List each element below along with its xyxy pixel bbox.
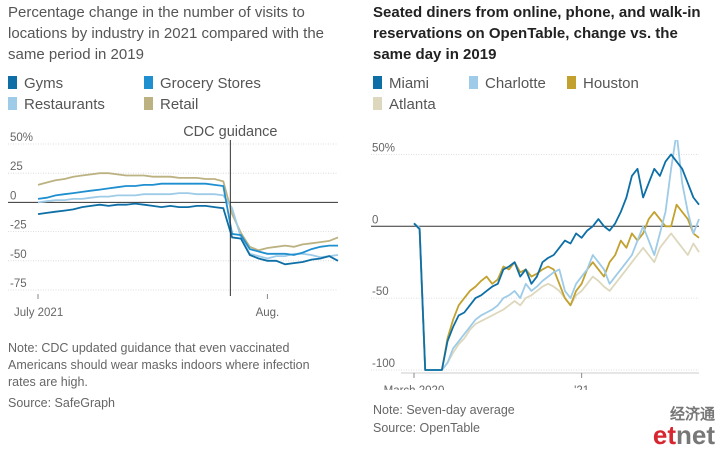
- chart-title: Percentage change in the number of visit…: [8, 4, 325, 63]
- legend-label-grocery: Grocery Stores: [160, 75, 261, 92]
- right-line-chart: 50% 0 -50 -100 March 2020 '21: [371, 140, 700, 390]
- left-y-ticks: 50% 25 0 -25 -50 -75: [10, 132, 33, 290]
- left-source: Source: SafeGraph: [8, 396, 116, 410]
- legend-item-atlanta: Atlanta: [373, 96, 436, 113]
- left-x-tick-label: July 2021: [14, 307, 63, 319]
- right-y-tick-label: 50%: [372, 142, 395, 154]
- right-x-tick-label: March 2020: [384, 385, 445, 390]
- left-x-axis: July 2021 Aug.: [14, 294, 279, 319]
- series-line-restaurants: [37, 192, 339, 260]
- logo-net: net: [676, 420, 715, 447]
- legend-swatch-atlanta: [373, 97, 382, 110]
- legend-label-retail: Retail: [160, 96, 199, 113]
- legend-item-houston: Houston: [567, 75, 639, 92]
- logo-etnet-text: etnet: [653, 420, 715, 447]
- legend-label-charlotte: Charlotte: [485, 75, 546, 92]
- left-y-tick-label: -75: [10, 278, 27, 290]
- cdc-guidance-label: CDC guidance: [183, 124, 277, 140]
- legend-label-gyms: Gyms: [24, 75, 64, 92]
- left-y-tick-label: -25: [10, 220, 27, 232]
- left-series-lines: [37, 172, 339, 266]
- right-y-ticks: 50% 0 -50 -100: [372, 142, 395, 370]
- left-y-tick-label: 25: [10, 161, 23, 173]
- legend-item-grocery: Grocery Stores: [144, 75, 261, 92]
- series-line-charlotte: [413, 140, 700, 371]
- right-series-lines: [413, 140, 700, 371]
- left-y-tick-label: -50: [10, 249, 27, 261]
- right-grid: [371, 153, 699, 371]
- series-line-grocery-stores: [37, 182, 338, 256]
- etnet-logo: 经济通 etnet: [653, 405, 715, 447]
- left-x-tick-label: Aug.: [256, 307, 280, 319]
- right-y-tick-label: -50: [372, 286, 389, 298]
- legend-swatch-gyms: [8, 76, 17, 89]
- series-line-houston: [413, 203, 700, 371]
- series-line-miami: [413, 153, 700, 371]
- right-x-axis: March 2020 '21: [384, 372, 699, 390]
- left-y-tick-label: 50%: [10, 132, 33, 144]
- legend-swatch-grocery: [144, 76, 153, 89]
- legend-item-miami: Miami: [373, 75, 429, 92]
- legend-item-restaurants: Restaurants: [8, 96, 105, 113]
- right-y-tick-label: -100: [372, 358, 395, 370]
- left-line-chart: 50% 25 0 -25 -50 -75 CDC guidance July 2021 Au…: [8, 124, 339, 319]
- legend-swatch-houston: [567, 76, 576, 89]
- series-line-gyms: [37, 202, 339, 266]
- right-y-tick-label: 0: [372, 214, 378, 226]
- left-note: Note: CDC updated guidance that even vac…: [8, 341, 310, 389]
- series-line-atlanta: [413, 222, 700, 371]
- logo-chinese-text: 经济通: [670, 405, 715, 423]
- legend-swatch-miami: [373, 76, 382, 89]
- chart-title-right: Seated diners from online, phone, and wa…: [373, 4, 701, 63]
- right-source: Source: OpenTable: [373, 421, 481, 435]
- legend-swatch-charlotte: [469, 76, 478, 89]
- series-line-retail: [37, 172, 339, 252]
- legend-item-gyms: Gyms: [8, 75, 63, 92]
- legend-swatch-restaurants: [8, 97, 17, 110]
- legend-item-retail: Retail: [144, 96, 198, 113]
- left-grid: [8, 143, 338, 291]
- right-note: Note: Seven-day average: [373, 403, 515, 417]
- left-chart-panel: Percentage change in the number of visit…: [0, 0, 350, 449]
- legend-swatch-retail: [144, 97, 153, 110]
- left-y-tick-label: 0: [10, 190, 16, 202]
- right-chart-panel: Seated diners from online, phone, and wa…: [371, 0, 721, 449]
- legend-label-miami: Miami: [389, 75, 429, 92]
- legend-label-atlanta: Atlanta: [389, 96, 436, 113]
- right-x-tick-label: '21: [574, 385, 589, 390]
- logo-t: t: [667, 420, 676, 447]
- legend-label-restaurants: Restaurants: [24, 96, 105, 113]
- logo-e: e: [653, 420, 667, 447]
- legend-label-houston: Houston: [583, 75, 639, 92]
- legend-item-charlotte: Charlotte: [469, 75, 546, 92]
